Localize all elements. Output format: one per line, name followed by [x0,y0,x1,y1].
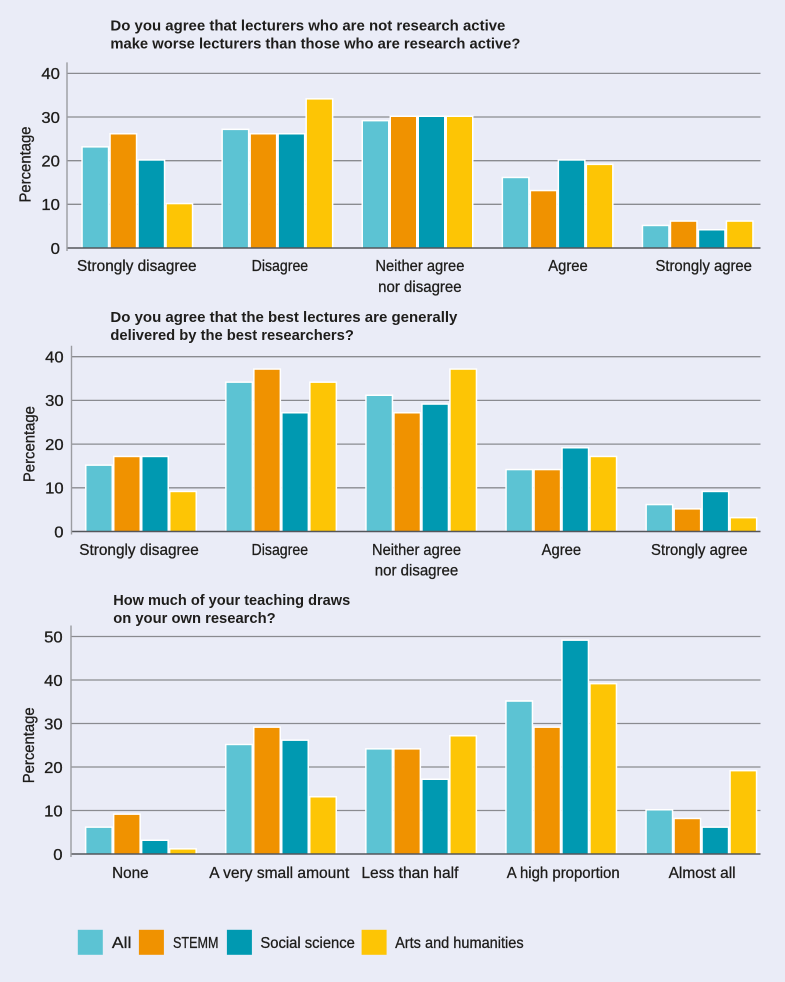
svg-text:20: 20 [44,760,63,777]
svg-text:Percentage: Percentage [21,707,38,783]
svg-text:Agree: Agree [542,542,582,559]
svg-text:20: 20 [45,437,64,454]
svg-text:Percentage: Percentage [18,126,35,202]
svg-text:How much of your teaching draw: How much of your teaching draws [113,592,350,609]
svg-text:A very small amount: A very small amount [209,865,350,882]
svg-text:20: 20 [41,154,60,171]
svg-text:30: 30 [45,393,64,410]
svg-text:Strongly disagree: Strongly disagree [79,542,199,559]
svg-text:Agree: Agree [548,258,588,275]
svg-text:Disagree: Disagree [252,258,309,275]
svg-text:50: 50 [44,629,63,646]
svg-text:10: 10 [41,197,60,214]
svg-text:STEMM: STEMM [173,935,219,952]
svg-text:Arts and humanities: Arts and humanities [395,935,523,952]
svg-text:on your own research?: on your own research? [113,610,276,627]
svg-text:Neither agree: Neither agree [375,258,464,275]
svg-text:Less than half: Less than half [361,865,459,882]
svg-text:Strongly agree: Strongly agree [651,542,748,559]
svg-text:40: 40 [45,350,64,367]
svg-text:None: None [112,865,149,882]
svg-text:Almost all: Almost all [669,865,736,882]
svg-text:Strongly agree: Strongly agree [655,258,752,275]
svg-text:A high proportion: A high proportion [507,865,620,882]
svg-text:Neither agree: Neither agree [372,542,461,559]
svg-text:nor disagree: nor disagree [375,563,459,580]
svg-text:Do you agree that lecturers wh: Do you agree that lecturers who are not … [110,17,505,34]
svg-text:0: 0 [54,524,63,541]
svg-text:Social science: Social science [260,935,355,952]
svg-text:Do you agree that the best lec: Do you agree that the best lectures are … [110,309,458,326]
svg-text:10: 10 [44,803,63,820]
svg-text:All: All [112,935,131,952]
svg-text:30: 30 [44,716,63,733]
svg-text:Disagree: Disagree [252,542,309,559]
svg-text:40: 40 [41,66,60,83]
svg-text:make worse lecturers than thos: make worse lecturers than those who are … [110,36,520,53]
svg-text:Percentage: Percentage [22,406,39,482]
svg-text:30: 30 [41,110,60,127]
svg-text:nor disagree: nor disagree [378,279,462,296]
svg-text:10: 10 [45,481,64,498]
svg-text:Strongly disagree: Strongly disagree [77,258,197,275]
svg-text:delivered by the best research: delivered by the best researchers? [110,327,354,344]
svg-text:40: 40 [44,673,63,690]
svg-text:0: 0 [51,241,60,258]
svg-text:0: 0 [53,847,62,864]
